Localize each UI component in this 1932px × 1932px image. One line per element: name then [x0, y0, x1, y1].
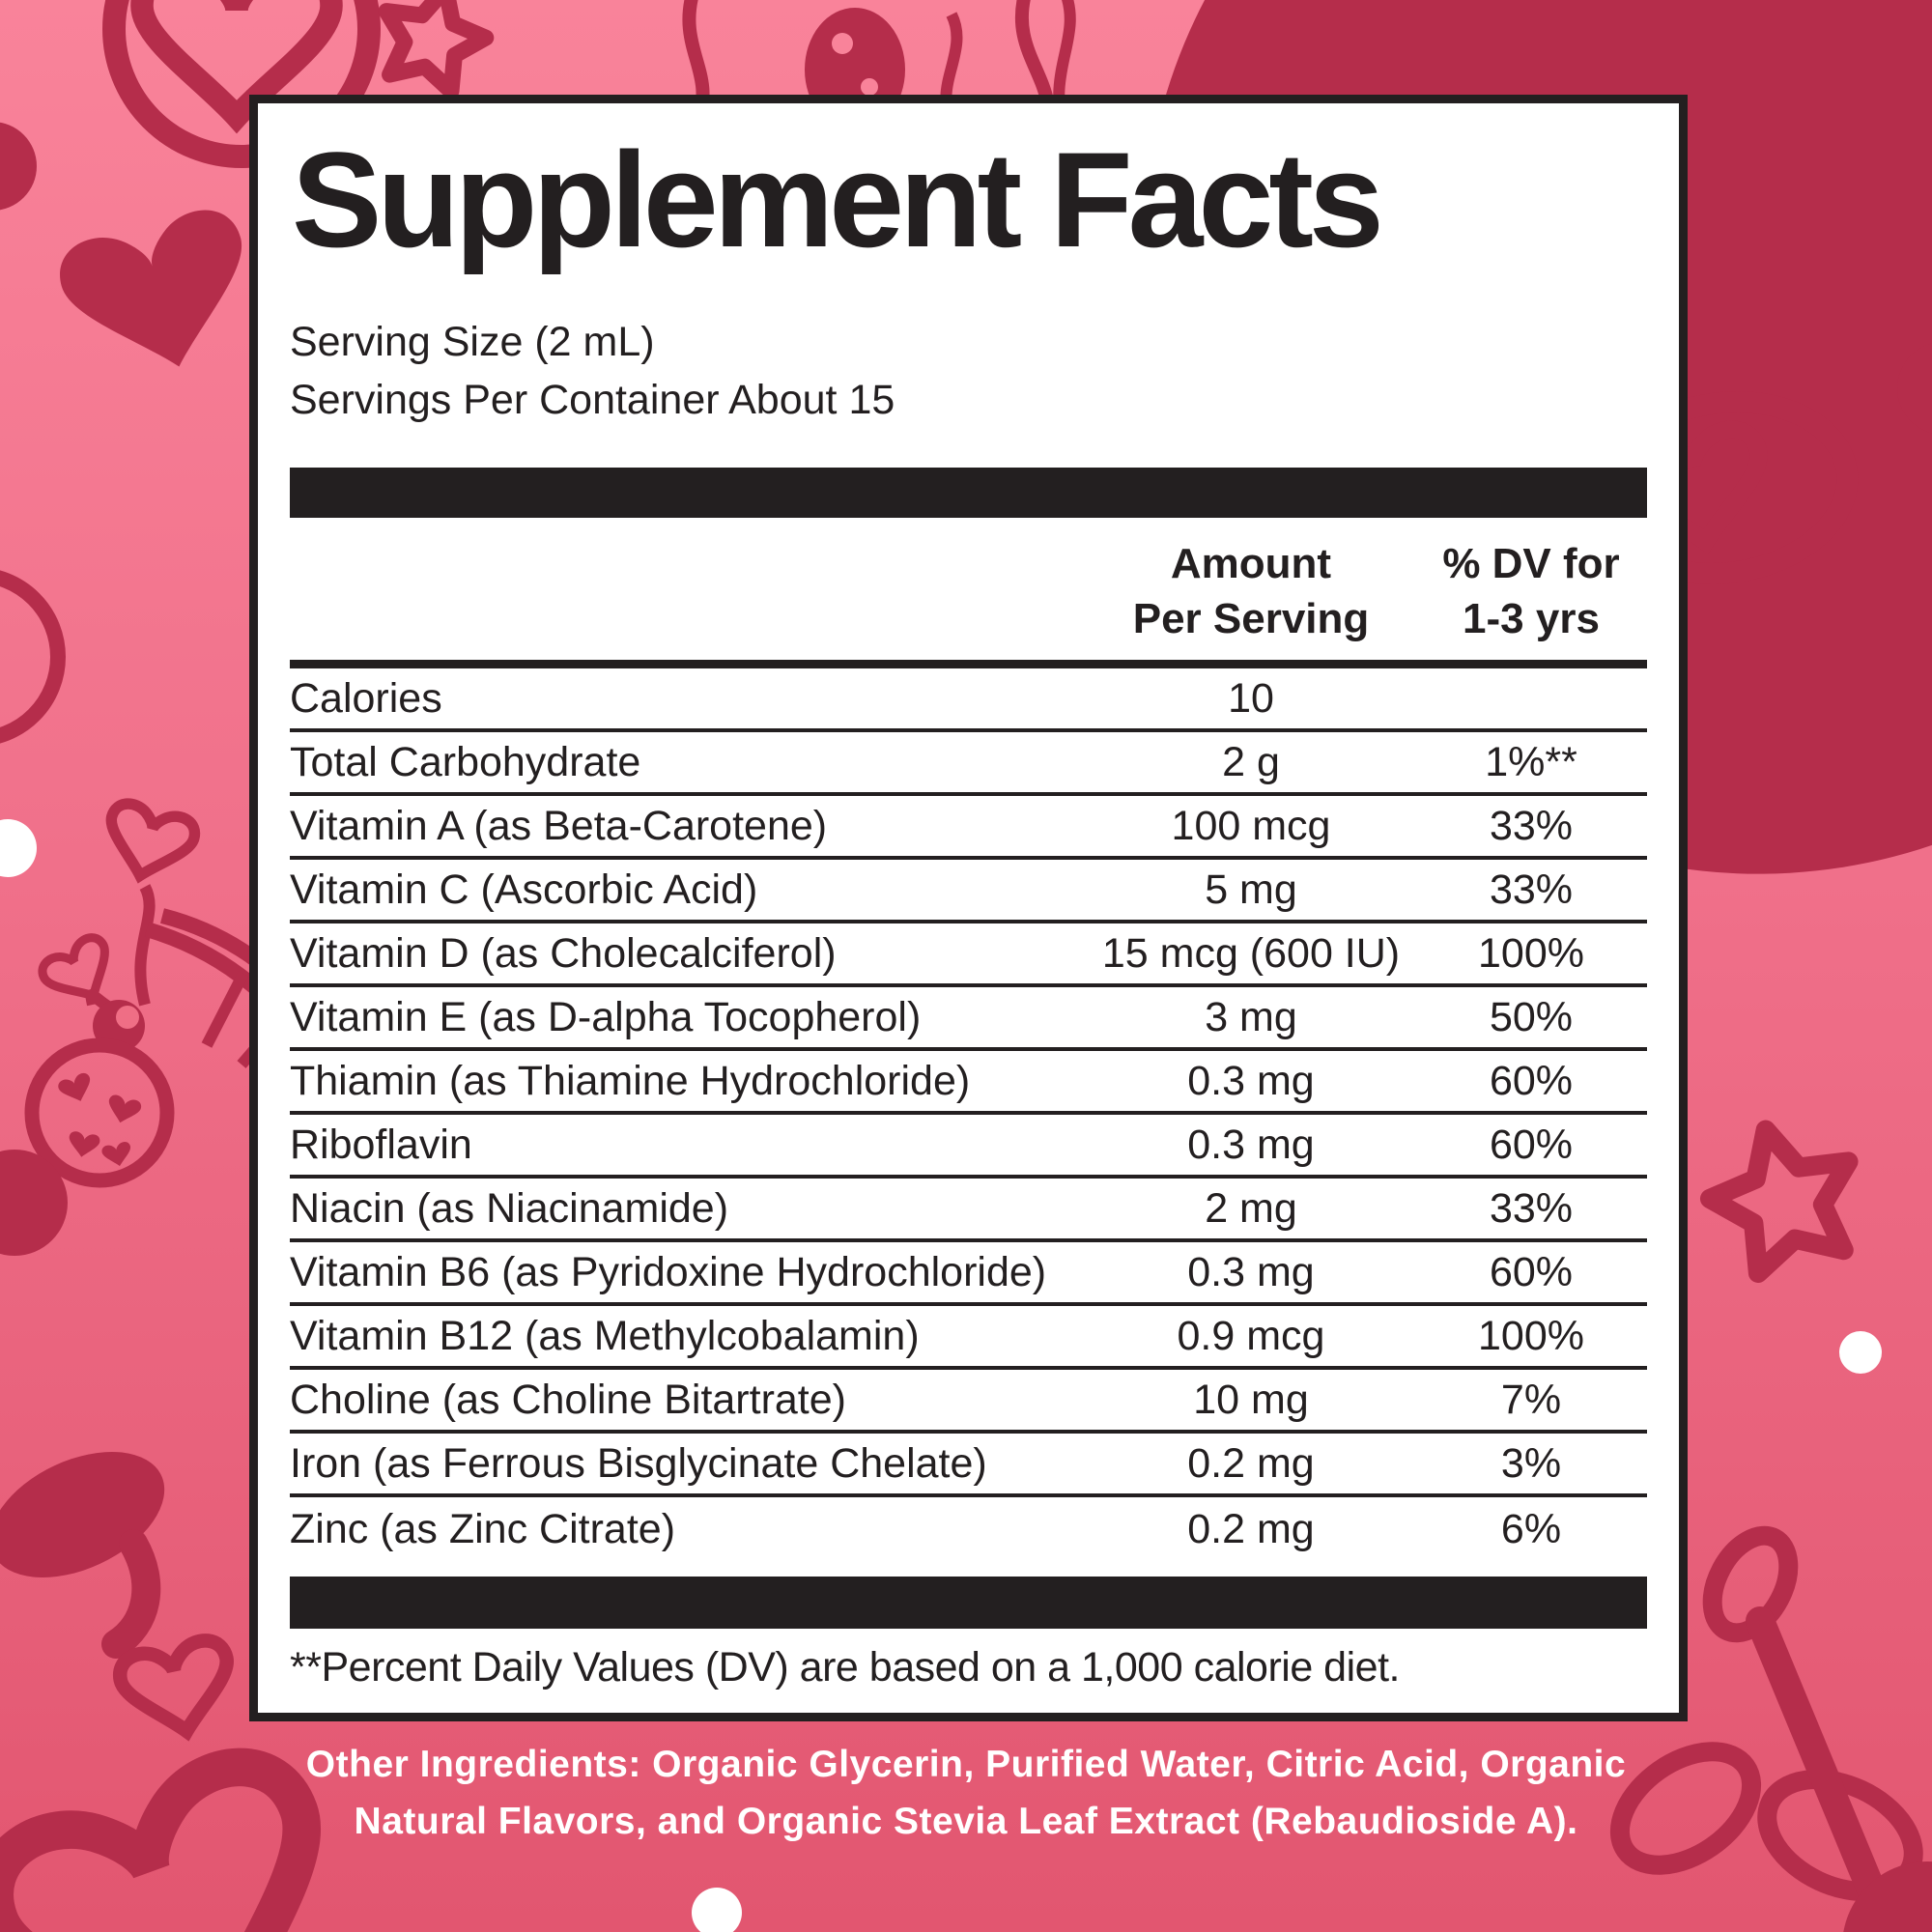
divider-bar-top	[290, 468, 1647, 519]
white-dot	[0, 819, 37, 877]
heart-doodle	[51, 201, 270, 391]
divider-bar-bottom	[290, 1577, 1647, 1629]
other-ingredients-line1: Other Ingredients: Organic Glycerin, Pur…	[305, 1744, 1627, 1785]
white-dot	[1839, 1331, 1882, 1374]
bottom-left-doodles	[0, 1452, 362, 1932]
table-row: Total Carbohydrate 2 g 1%**	[290, 732, 1647, 796]
table-row: Choline (as Choline Bitartrate) 10 mg 7%	[290, 1370, 1647, 1434]
table-row: Vitamin B12 (as Methylcobalamin) 0.9 mcg…	[290, 1306, 1647, 1370]
dv-column-header: % DV for 1-3 yrs	[1442, 540, 1620, 642]
star-outline-doodle	[1696, 1111, 1870, 1280]
heart-swirl-doodle	[114, 0, 381, 168]
amount-column-header: Amount Per Serving	[1132, 540, 1370, 642]
table-row: Vitamin E (as D-alpha Tocopherol) 3 mg 5…	[290, 987, 1647, 1051]
other-ingredients-line2: Natural Flavors, and Organic Stevia Leaf…	[354, 1800, 1578, 1842]
other-ingredients: Other Ingredients: Organic Glycerin, Pur…	[0, 1737, 1932, 1850]
table-row: Vitamin A (as Beta-Carotene) 100 mcg 33%	[290, 796, 1647, 860]
table-row: Niacin (as Niacinamide) 2 mg 33%	[290, 1179, 1647, 1242]
servings-per-container: Servings Per Container About 15	[290, 377, 895, 424]
table-row: Vitamin C (Ascorbic Acid) 5 mg 33%	[290, 860, 1647, 923]
table-row: Vitamin D (as Cholecalciferol) 15 mcg (6…	[290, 923, 1647, 987]
blob-doodle	[0, 122, 37, 211]
table-row: Iron (as Ferrous Bisglycinate Chelate) 0…	[290, 1434, 1647, 1497]
table-row: Riboflavin 0.3 mg 60%	[290, 1115, 1647, 1179]
header-rule	[290, 660, 1647, 668]
dot-doodle	[0, 1150, 68, 1256]
table-row: Thiamin (as Thiamine Hydrochloride) 0.3 …	[290, 1051, 1647, 1115]
table-header: Amount Per Serving % DV for 1-3 yrs	[290, 537, 1647, 646]
circle-doodle	[0, 570, 66, 744]
table-row: Zinc (as Zinc Citrate) 0.2 mg 6%	[290, 1505, 1562, 1552]
star-doodle	[1668, 210, 1803, 339]
panel-title: Supplement Facts	[292, 124, 1384, 275]
dv-footnote: **Percent Daily Values (DV) are based on…	[290, 1644, 1400, 1690]
blob-doodle	[1897, 343, 1932, 434]
serving-size: Serving Size (2 mL)	[290, 319, 655, 365]
white-dot	[692, 1888, 742, 1932]
rattle-doodle	[1609, 1525, 1932, 1932]
supplement-facts-panel: Supplement Facts Serving Size (2 mL) Ser…	[249, 95, 1688, 1721]
nutrient-table: Calories 10 Total Carbohydrate 2 g 1%** …	[290, 668, 1647, 1561]
table-row: Calories 10	[290, 668, 1647, 732]
table-row: Vitamin B6 (as Pyridoxine Hydrochloride)…	[290, 1242, 1647, 1306]
serving-info: Serving Size (2 mL) Servings Per Contain…	[290, 313, 1647, 429]
